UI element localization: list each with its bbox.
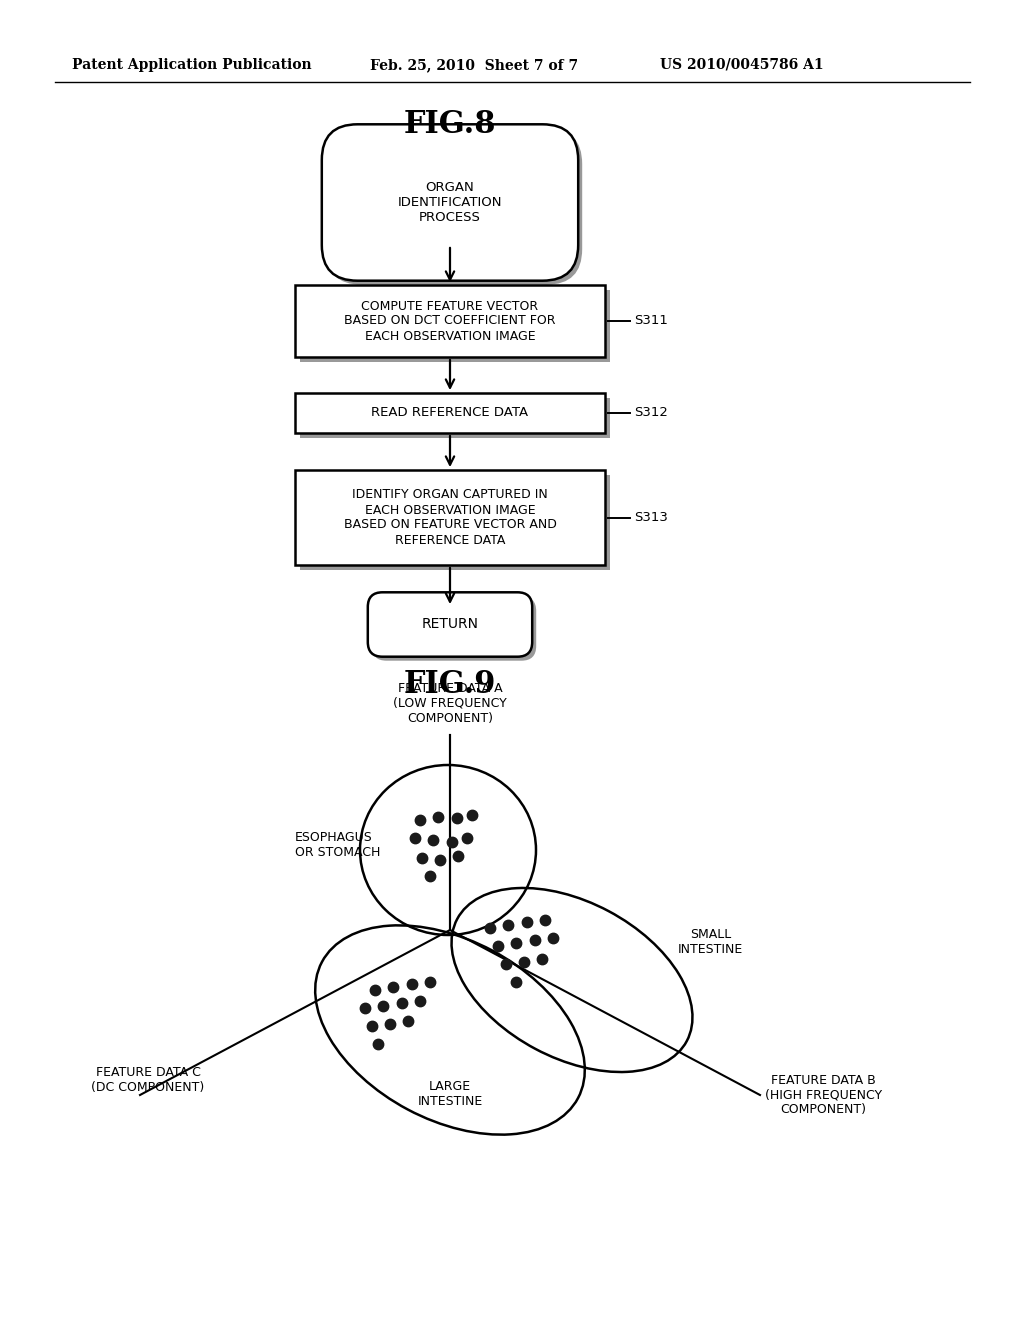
Text: FEATURE DATA A
(LOW FREQUENCY
COMPONENT): FEATURE DATA A (LOW FREQUENCY COMPONENT) [393, 682, 507, 725]
Text: FIG.9: FIG.9 [403, 669, 497, 700]
Text: Patent Application Publication: Patent Application Publication [72, 58, 311, 73]
Text: COMPUTE FEATURE VECTOR
BASED ON DCT COEFFICIENT FOR
EACH OBSERVATION IMAGE: COMPUTE FEATURE VECTOR BASED ON DCT COEF… [344, 300, 556, 342]
Text: FEATURE DATA B
(HIGH FREQUENCY
COMPONENT): FEATURE DATA B (HIGH FREQUENCY COMPONENT… [765, 1073, 882, 1117]
FancyBboxPatch shape [322, 124, 579, 281]
Text: S311: S311 [634, 314, 668, 327]
Text: READ REFERENCE DATA: READ REFERENCE DATA [372, 407, 528, 420]
Bar [300, 399, 610, 438]
Text: SMALL
INTESTINE: SMALL INTESTINE [678, 928, 743, 956]
Bar [300, 475, 610, 570]
FancyBboxPatch shape [372, 597, 537, 661]
FancyBboxPatch shape [326, 128, 583, 285]
Text: RETURN: RETURN [422, 618, 478, 631]
Text: ORGAN
IDENTIFICATION
PROCESS: ORGAN IDENTIFICATION PROCESS [397, 181, 502, 224]
Text: Feb. 25, 2010  Sheet 7 of 7: Feb. 25, 2010 Sheet 7 of 7 [370, 58, 579, 73]
Bar [295, 285, 605, 356]
Bar [295, 470, 605, 565]
Text: LARGE
INTESTINE: LARGE INTESTINE [418, 1080, 482, 1107]
Text: S313: S313 [634, 511, 668, 524]
Text: IDENTIFY ORGAN CAPTURED IN
EACH OBSERVATION IMAGE
BASED ON FEATURE VECTOR AND
RE: IDENTIFY ORGAN CAPTURED IN EACH OBSERVAT… [344, 488, 556, 546]
Text: S312: S312 [634, 407, 668, 420]
FancyBboxPatch shape [368, 593, 532, 657]
Text: ESOPHAGUS
OR STOMACH: ESOPHAGUS OR STOMACH [295, 832, 380, 859]
Text: US 2010/0045786 A1: US 2010/0045786 A1 [660, 58, 823, 73]
Text: FEATURE DATA C
(DC COMPONENT): FEATURE DATA C (DC COMPONENT) [91, 1067, 205, 1094]
Bar [295, 393, 605, 433]
Bar [300, 290, 610, 362]
Text: FIG.8: FIG.8 [403, 110, 497, 140]
